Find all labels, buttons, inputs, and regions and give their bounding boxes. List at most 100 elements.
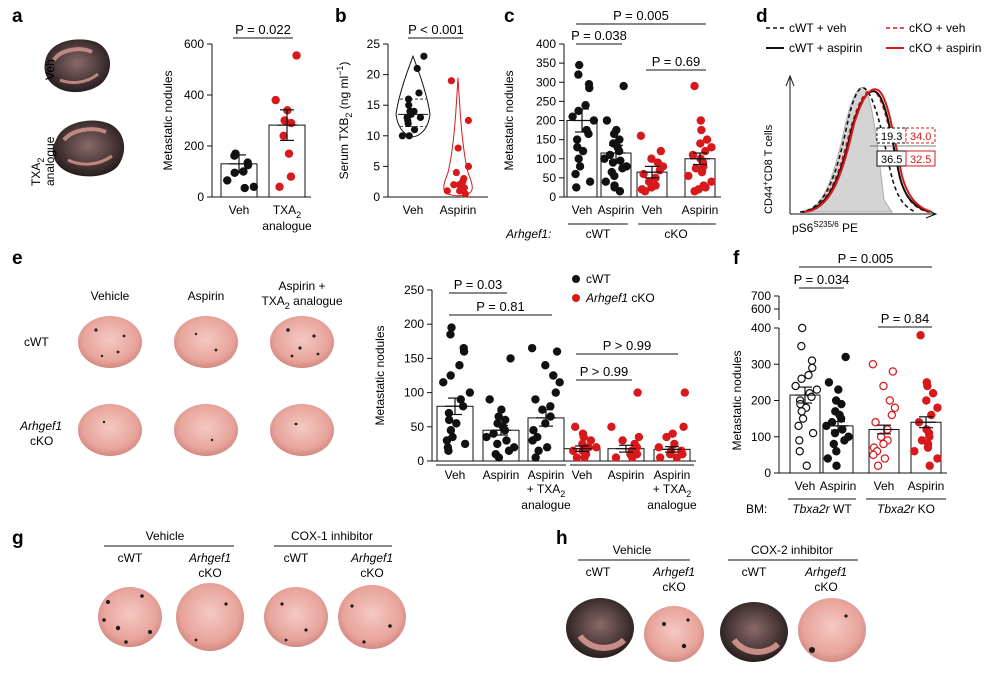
data-point [697, 167, 707, 177]
panel-e-chart: 0 50 100 150 200 250 Metastatic nodules Veh Aspi… [373, 277, 697, 512]
lung-image [78, 316, 142, 368]
y-tick-label: 0 [549, 190, 556, 204]
data-point [797, 341, 806, 351]
panel-d-letter: d [756, 6, 768, 27]
data-point [442, 436, 452, 445]
data-point [398, 132, 406, 140]
data-point [542, 443, 552, 452]
group-label: Tbxa2r WT [792, 502, 852, 516]
x-tick-label: Veh [642, 203, 663, 217]
x-tick-label: Veh [572, 468, 593, 482]
data-point [446, 426, 456, 435]
y-tick-label: 700 [751, 289, 771, 303]
panel-e-row-arhgef1: Arhgef1 [19, 419, 62, 433]
legend-label-cwt: cWT [586, 272, 611, 286]
y-tick-label: 350 [536, 56, 556, 70]
data-point [614, 146, 624, 156]
data-point [887, 410, 897, 420]
data-point [531, 395, 540, 404]
data-point [647, 183, 656, 192]
data-point [601, 177, 610, 186]
data-point [611, 453, 621, 462]
panel-d-value-cwt-veh: 19.3 [881, 131, 902, 143]
y-tick-label: 600 [184, 37, 204, 51]
data-point [933, 454, 942, 463]
data-point [574, 154, 583, 163]
data-point [249, 182, 259, 191]
data-point [869, 450, 878, 460]
data-point [581, 100, 590, 110]
panel-g: g Vehicle COX-1 inhibitor cWT Arhgef1 cK… [12, 528, 406, 651]
data-point [607, 422, 616, 431]
y-tick-label: 5 [373, 159, 380, 173]
data-point [575, 162, 585, 171]
panel-g-col2-cko: cKO [198, 566, 221, 580]
panel-a-lung-veh [44, 39, 111, 93]
data-point [633, 388, 642, 397]
data-point [570, 422, 580, 431]
y-tick-label: 600 [751, 302, 771, 316]
data-point [447, 323, 456, 332]
data-point [572, 453, 582, 462]
p-value-label: P = 0.84 [881, 311, 930, 326]
data-point [802, 461, 811, 470]
lung-image [78, 404, 142, 456]
data-point [410, 126, 419, 134]
data-point [504, 446, 514, 455]
panel-g-header-cox1: COX-1 inhibitor [291, 529, 373, 543]
panel-e-col-aspirin-plus: Aspirin + [278, 279, 325, 293]
lung-image [98, 587, 162, 647]
lung-image [798, 598, 866, 662]
data-point [405, 101, 413, 109]
data-point [916, 331, 925, 340]
panel-d-y-label: CD44+CD8 T cells [761, 124, 775, 214]
data-point [880, 454, 890, 463]
panel-e-legend: cWT Arhgef1 cKO [572, 272, 655, 305]
p-value-label: P = 0.034 [794, 272, 850, 287]
data-point [580, 453, 589, 462]
data-point [546, 402, 555, 411]
p-value-label: P = 0.81 [476, 299, 525, 314]
data-point [482, 432, 491, 442]
data-point [647, 154, 656, 163]
lung-image [270, 404, 334, 456]
panel-e-col-vehicle: Vehicle [91, 289, 130, 303]
data-point [933, 403, 942, 412]
panel-h-letter: h [556, 528, 568, 549]
panel-e-row-cko: cKO [30, 434, 53, 448]
violin-aspirin [443, 77, 473, 197]
data-point [501, 415, 510, 425]
y-axis-label: Metastatic nodules [730, 350, 744, 450]
panel-h-col4-gene: Arhgef1 [804, 565, 847, 579]
data-point [552, 347, 562, 356]
data-point [275, 182, 284, 191]
panel-c: c 0 50 100 150 200 250 300 350 400 Metastatic nod… [502, 6, 721, 241]
panel-h-col1: cWT [586, 565, 611, 579]
y-tick-label: 0 [197, 190, 204, 204]
panel-h-col2-gene: Arhgef1 [652, 565, 695, 579]
panel-g-letter: g [12, 528, 24, 549]
panel-g-col3: cWT [284, 551, 309, 565]
data-point [696, 139, 705, 148]
data-point [662, 432, 671, 442]
data-point [549, 371, 558, 380]
data-point [574, 106, 583, 116]
data-point [702, 135, 712, 144]
y-axis-label: Metastatic nodules [373, 325, 387, 425]
data-point [284, 149, 294, 158]
data-point [871, 418, 880, 427]
data-point [885, 396, 895, 405]
data-point [444, 446, 453, 455]
panel-f-chart: 0 100 200 300 400 Metastatic nodules Veh Aspiri… [730, 251, 947, 516]
data-point [688, 150, 698, 160]
x-tick-label: Aspirin [608, 468, 645, 482]
data-point [600, 154, 609, 163]
data-point [804, 370, 813, 380]
data-point [836, 414, 846, 423]
panel-d-box-cko-aspirin [905, 150, 936, 167]
y-tick-label: 10 [367, 129, 381, 143]
y-tick-label: 50 [411, 420, 425, 434]
panel-e-col-txa2: TXA2 analogue [261, 294, 342, 311]
data-point [668, 429, 677, 438]
data-point [571, 169, 580, 179]
